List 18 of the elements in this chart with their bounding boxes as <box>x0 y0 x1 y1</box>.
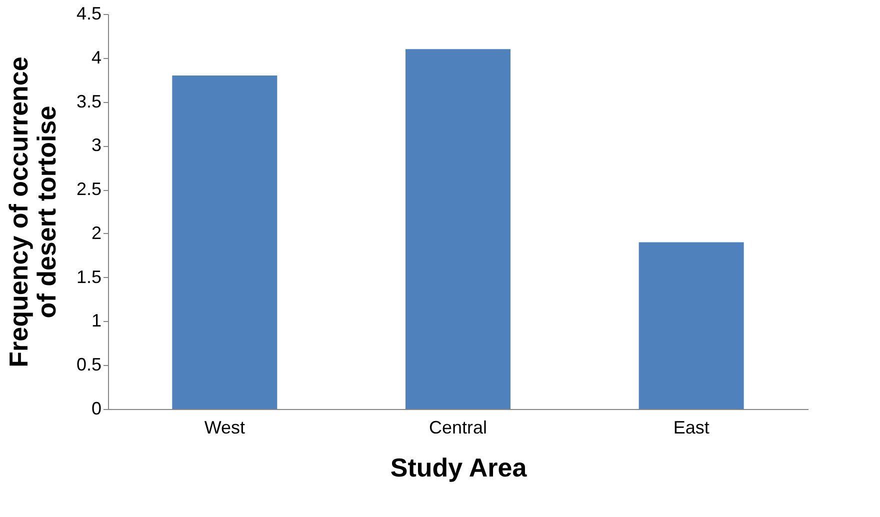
y-tick-label: 3 <box>91 135 102 156</box>
bar <box>172 75 278 409</box>
y-tick-label: 0 <box>91 398 102 418</box>
y-tick-label: 3.5 <box>76 91 102 112</box>
bar <box>406 49 510 409</box>
x-tick-label: West <box>204 418 246 438</box>
bar <box>638 242 744 409</box>
y-tick-label: 1 <box>91 310 102 331</box>
x-axis-title: Study Area <box>390 452 528 482</box>
x-tick-label: Central <box>428 418 488 438</box>
y-tick-label: 4.5 <box>76 4 102 24</box>
y-tick-label: 1.5 <box>76 266 102 287</box>
y-tick-label: 4 <box>91 47 102 68</box>
y-tick-label: 2 <box>91 222 102 243</box>
y-tick-label: 2.5 <box>76 179 102 200</box>
y-axis-title: Frequency of occurrence of desert tortoise <box>3 56 62 368</box>
x-tick-label: East <box>673 418 710 438</box>
y-tick-label: 0.5 <box>76 354 102 375</box>
